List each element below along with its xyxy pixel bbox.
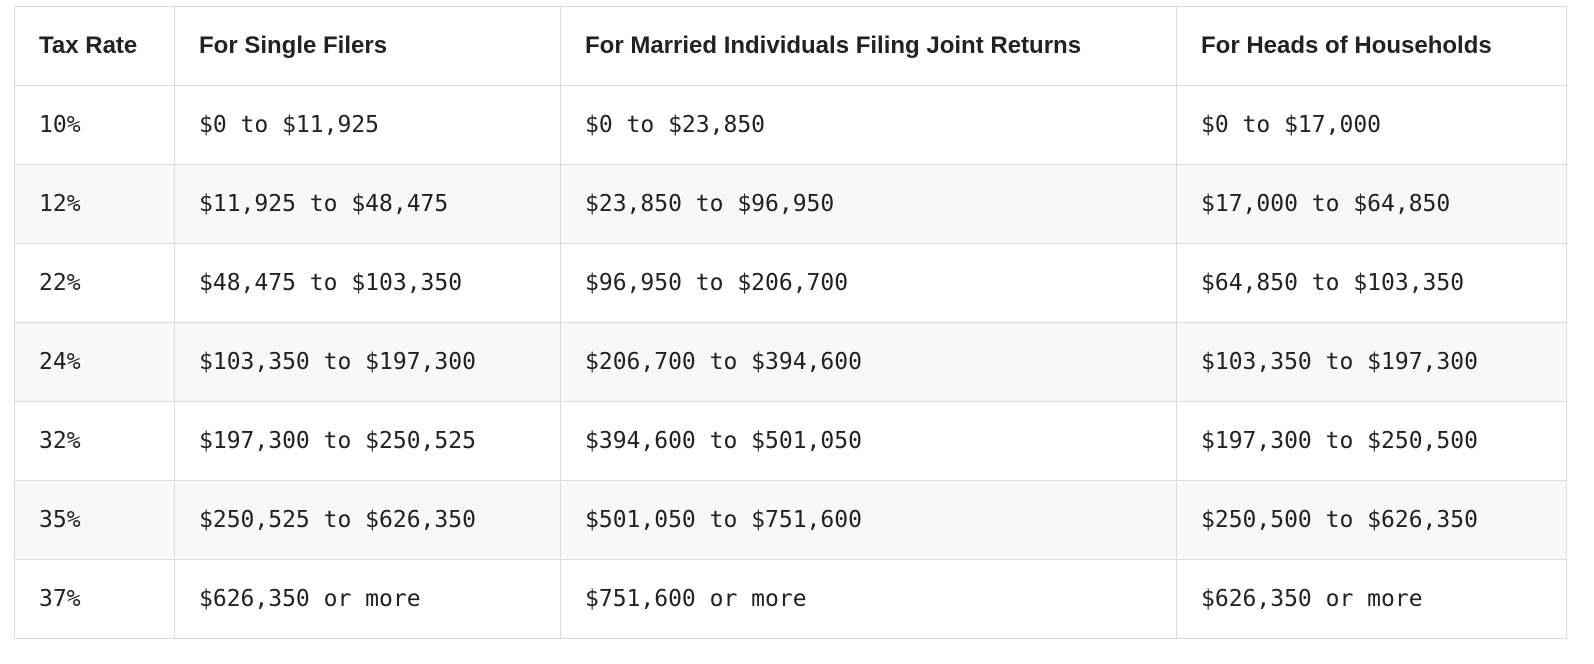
header-cell: For Single Filers — [174, 6, 561, 86]
table-cell: $103,350 to $197,300 — [1176, 322, 1567, 402]
table-cell: $23,850 to $96,950 — [560, 164, 1177, 244]
table-cell: $17,000 to $64,850 — [1176, 164, 1567, 244]
header-cell: Tax Rate — [14, 6, 175, 86]
header-cell: For Heads of Households — [1176, 6, 1567, 86]
table-cell: $0 to $11,925 — [174, 85, 561, 165]
table-cell: $96,950 to $206,700 — [560, 243, 1177, 323]
table-cell: $206,700 to $394,600 — [560, 322, 1177, 402]
table-cell: $626,350 or more — [1176, 559, 1567, 639]
table-cell: $394,600 to $501,050 — [560, 401, 1177, 481]
table-cell: 12% — [14, 164, 175, 244]
table-cell: 37% — [14, 559, 175, 639]
table-cell: $501,050 to $751,600 — [560, 480, 1177, 560]
table-cell: $250,525 to $626,350 — [174, 480, 561, 560]
table-cell: 22% — [14, 243, 175, 323]
table-cell: 24% — [14, 322, 175, 402]
table-row: 24% $103,350 to $197,300 $206,700 to $394,… — [14, 322, 1567, 402]
table-cell: $0 to $23,850 — [560, 85, 1177, 165]
table-body: 10% $0 to $11,925 $0 to $23,850 $0 to $17,0… — [14, 85, 1567, 639]
header-cell: For Married Individuals Filing Joint Ret… — [560, 6, 1177, 86]
table-cell: $197,300 to $250,525 — [174, 401, 561, 481]
table-cell: $0 to $17,000 — [1176, 85, 1567, 165]
table-row: 32% $197,300 to $250,525 $394,600 to $501,… — [14, 401, 1567, 481]
table-cell: 10% — [14, 85, 175, 165]
table-cell: 35% — [14, 480, 175, 560]
table-row: 22% $48,475 to $103,350 $96,950 to $206,70… — [14, 243, 1567, 323]
table-row: 12% $11,925 to $48,475 $23,850 to $96,950 $… — [14, 164, 1567, 244]
table-cell: $250,500 to $626,350 — [1176, 480, 1567, 560]
table-row: 37% $626,350 or more $751,600 or more $626,… — [14, 559, 1567, 639]
header-row: Tax Rate For Single Filers For Married Ind… — [14, 6, 1567, 86]
table-row: 35% $250,525 to $626,350 $501,050 to $751,… — [14, 480, 1567, 560]
table-cell: $11,925 to $48,475 — [174, 164, 561, 244]
table-cell: $626,350 or more — [174, 559, 561, 639]
table-cell: $64,850 to $103,350 — [1176, 243, 1567, 323]
table-cell: 32% — [14, 401, 175, 481]
table-cell: $103,350 to $197,300 — [174, 322, 561, 402]
table-cell: $197,300 to $250,500 — [1176, 401, 1567, 481]
table-cell: $48,475 to $103,350 — [174, 243, 561, 323]
table-container: Tax Rate For Single Filers For Married Ind… — [14, 6, 1567, 639]
tax-table: Tax Rate For Single Filers For Married Ind… — [14, 6, 1567, 639]
table-cell: $751,600 or more — [560, 559, 1177, 639]
table-row: 10% $0 to $11,925 $0 to $23,850 $0 to $17,0… — [14, 85, 1567, 165]
